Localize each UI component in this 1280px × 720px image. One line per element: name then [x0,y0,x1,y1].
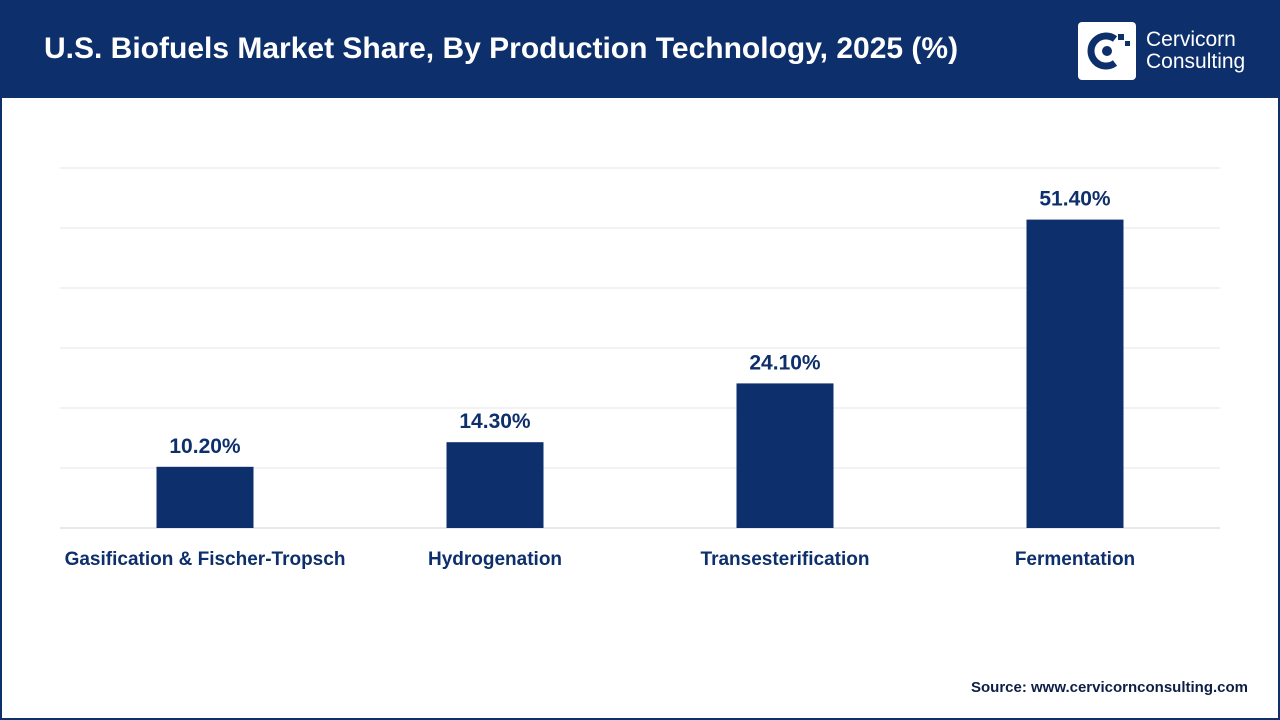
bar [1026,219,1124,528]
bar [736,383,834,528]
data-label: 51.40% [1039,188,1111,211]
data-label: 24.10% [749,351,821,374]
x-tick-label: Gasification & Fischer-Tropsch [65,549,346,570]
header-bar: U.S. Biofuels Market Share, By Productio… [2,2,1278,98]
data-label: 14.30% [459,410,531,433]
bar [156,466,254,528]
x-tick-label: Transesterification [701,549,870,570]
data-label: 10.20% [169,435,241,458]
chart-title: U.S. Biofuels Market Share, By Productio… [44,32,959,65]
logo-text-line2: Consulting [1146,50,1246,73]
x-tick-label: Fermentation [1015,549,1135,570]
source-note: Source: www.cervicornconsulting.com [970,679,1248,696]
x-tick-label: Hydrogenation [428,549,562,570]
logo-text-line1: Cervicorn [1146,28,1236,51]
company-logo: Cervicorn Consulting [1078,22,1258,80]
logo-icon [1078,22,1136,80]
bar [446,442,544,528]
